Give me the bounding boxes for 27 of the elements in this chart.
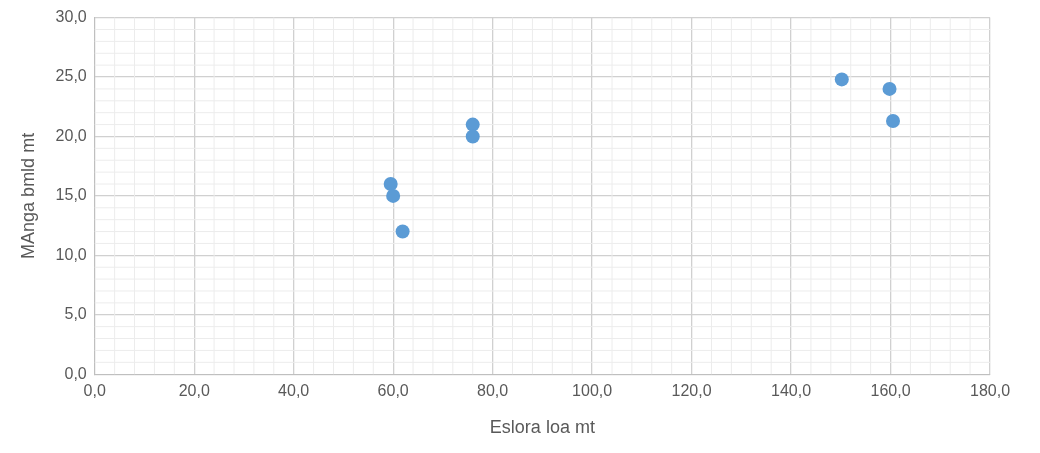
point — [886, 114, 901, 129]
x-tick-label: 40,0 — [278, 382, 310, 400]
y-tick-label: 25,0 — [55, 67, 87, 85]
x-tick-label: 20,0 — [178, 382, 210, 400]
x-tick-label: 0,0 — [83, 382, 106, 400]
point — [395, 224, 410, 239]
y-tick-label: 10,0 — [55, 245, 87, 263]
x-tick-label: 180,0 — [969, 382, 1011, 400]
point — [386, 188, 401, 203]
x-tick-label: 100,0 — [572, 382, 613, 400]
point — [465, 129, 480, 144]
x-axis-title: Eslora loa mt — [489, 417, 595, 438]
point — [882, 81, 897, 96]
y-tick-label: 15,0 — [55, 186, 87, 204]
point — [834, 72, 849, 87]
x-tick-label: 60,0 — [377, 382, 409, 400]
y-tick-label: 5,0 — [64, 305, 87, 323]
x-tick-label: 140,0 — [771, 382, 812, 400]
point — [465, 117, 480, 132]
x-tick-label: 80,0 — [477, 382, 509, 400]
x-tick-label: 160,0 — [870, 382, 911, 400]
x-tick-label: 120,0 — [671, 382, 712, 400]
y-tick-label: 20,0 — [55, 126, 87, 144]
y-tick-label: 30,0 — [55, 8, 87, 26]
point — [383, 177, 398, 192]
y-tick-label: 0,0 — [64, 364, 87, 382]
y-axis-title: MAnga bmld mt — [17, 132, 38, 259]
